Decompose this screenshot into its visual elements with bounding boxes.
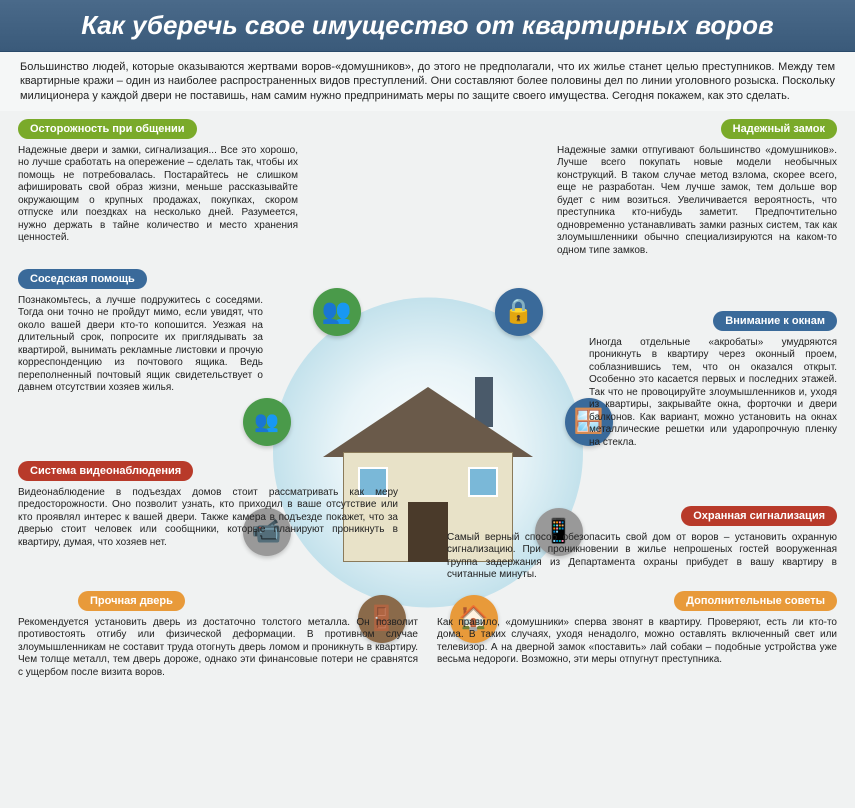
section-caution: Осторожность при общении Надежные двери …	[18, 119, 298, 247]
label-windows: Внимание к окнам	[713, 311, 837, 331]
text-windows: Иногда отдельные «акробаты» умудряются п…	[589, 335, 837, 452]
section-windows: Внимание к окнам Иногда отдельные «акроб…	[589, 311, 837, 452]
section-lock: Надежный замок Надежные замки отпугивают…	[557, 119, 837, 260]
section-video: Система видеонаблюдения Видеонаблюдение …	[18, 461, 398, 552]
intro-text: Большинство людей, которые оказываются ж…	[0, 52, 855, 111]
text-lock: Надежные замки отпугивают большинство «д…	[557, 143, 837, 260]
people2-icon: 👥	[243, 398, 291, 446]
label-video: Система видеонаблюдения	[18, 461, 193, 481]
text-neighbor: Познакомьтесь, а лучше подружитесь с сос…	[18, 293, 263, 397]
text-door: Рекомендуется установить дверь из достат…	[18, 615, 418, 682]
section-door: Прочная дверь Рекомендуется установить д…	[18, 591, 418, 682]
label-neighbor: Соседская помощь	[18, 269, 147, 289]
section-neighbor: Соседская помощь Познакомьтесь, а лучше …	[18, 269, 263, 397]
lock-icon: 🔒	[495, 288, 543, 336]
text-alarm: Самый верный способ обезопасить свой дом…	[447, 530, 837, 584]
page-title: Как уберечь свое имущество от квартирных…	[20, 10, 835, 41]
text-tips: Как правило, «домушники» сперва звонят в…	[437, 615, 837, 669]
section-alarm: Охранная сигнализация Самый верный спосо…	[447, 506, 837, 584]
people-icon: 👥	[313, 288, 361, 336]
house-roof	[323, 387, 533, 457]
label-caution: Осторожность при общении	[18, 119, 197, 139]
text-caution: Надежные двери и замки, сигнализация... …	[18, 143, 298, 247]
section-tips: Дополнительные советы Как правило, «дому…	[437, 591, 837, 669]
text-video: Видеонаблюдение в подъездах домов стоит …	[18, 485, 398, 552]
content-area: 👥 🔒 🪟 📱 🏠 🚪 📹 👥 Осторожность при общении…	[0, 111, 855, 791]
header: Как уберечь свое имущество от квартирных…	[0, 0, 855, 52]
label-tips: Дополнительные советы	[674, 591, 837, 611]
house-door	[408, 502, 448, 562]
label-alarm: Охранная сигнализация	[681, 506, 837, 526]
house-window-right	[468, 467, 498, 497]
label-lock: Надежный замок	[721, 119, 837, 139]
label-door: Прочная дверь	[78, 591, 185, 611]
